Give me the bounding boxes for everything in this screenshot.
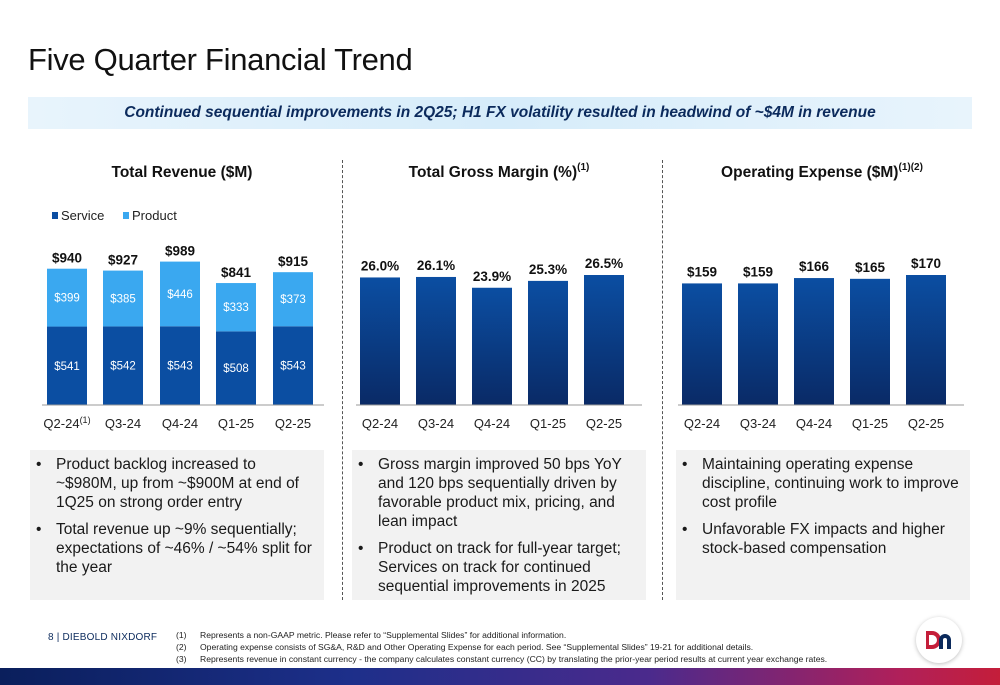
bar-product [273,272,313,327]
bar-product [160,261,200,327]
tick-label: Q4-24 [474,416,510,431]
bar [850,278,890,405]
data-label: 26.1% [417,258,455,273]
opex-title-sup: (1)(2) [898,162,923,173]
data-label: 23.9% [473,269,511,284]
opex-chart: $159 Q2-24 $159 Q3-24 $166 Q4-24 $165 Q1-25 $170… [678,256,964,431]
legend-swatch-product [123,212,129,219]
bar [682,283,722,405]
data-label-service: $543 [167,361,193,373]
headline-text: Continued sequential improvements in 2Q2… [124,104,876,121]
data-label-total: $915 [278,254,309,269]
bar-service [103,326,143,405]
chart-legend: Service Product [52,208,177,223]
data-label-service: $541 [54,361,80,373]
opex-bullet: Maintaining operating expense discipline… [682,455,962,512]
data-label-total: $927 [108,253,138,268]
data-label-product: $333 [223,302,249,314]
tick-label: Q4-24 [162,416,198,431]
bar-service [216,331,256,405]
data-label: $159 [743,264,773,279]
legend-swatch-service [52,212,58,219]
data-label-product: $399 [54,293,80,305]
headline-banner: Continued sequential improvements in 2Q2… [28,97,972,129]
tick-label: Q2-25 [586,416,622,431]
gross-margin-chart: 26.0% Q2-24 26.1% Q3-24 23.9% Q4-24 25.3% Q1-25… [356,256,642,431]
panel-divider-2 [662,160,663,600]
legend-label-service: Service [61,208,104,223]
bar [906,275,946,405]
bar-product [216,283,256,332]
opex-panel-title: Operating Expense ($M)(1)(2) [672,162,972,182]
bar [738,283,778,405]
tick-label: Q2-24(1) [43,415,90,431]
bar-service [160,326,200,405]
panel-divider-1 [342,160,343,600]
legend-label-product: Product [132,208,177,223]
revenue-bullet: Total revenue up ~9% sequentially; expec… [36,520,316,577]
data-label-service: $543 [280,361,306,373]
dn-logo-mark [926,631,951,649]
tick-label: Q2-24 [362,416,398,431]
page-number-footer: 8 | DIEBOLD NIXDORF [48,632,158,643]
diebold-nixdorf-logo-icon [916,617,962,663]
footnote-2: (2) Operating expense consists of SG&A, R… [176,642,754,652]
tick-label: Q3-24 [740,416,776,431]
revenue-title-text: Total Revenue ($M) [111,164,253,181]
data-label-product: $373 [280,294,306,306]
gross-margin-bullet: Product on track for full-year target; S… [358,539,638,596]
data-label: 25.3% [529,262,567,277]
page-title: Five Quarter Financial Trend [28,42,413,77]
tick-label: Q1-25 [218,416,254,431]
tick-label: Q4-24 [796,416,832,431]
data-label: 26.0% [361,258,399,273]
bar [528,280,568,405]
bar [472,287,512,405]
gross-margin-title-text: Total Gross Margin (%) [408,164,578,181]
tick-label: Q1-25 [852,416,888,431]
tick-label: Q1-25 [530,416,566,431]
data-label: $166 [799,259,830,274]
bar [794,278,834,405]
data-label-total: $989 [165,244,195,259]
data-label-product: $385 [110,293,136,305]
gross-margin-panel-title: Total Gross Margin (%)(1) [350,162,648,182]
footnote-3: (3) Represents revenue in constant curren… [176,654,828,664]
tick-label: Q2-25 [275,416,311,431]
bottom-brand-stripe [0,668,1000,685]
data-label: 26.5% [585,256,623,271]
revenue-chart: Service Product $541 $399 $940 Q2-24(1) $542 $3… [42,208,324,431]
opex-bullets: Maintaining operating expense discipline… [676,450,970,600]
tick-label: Q3-24 [418,416,454,431]
revenue-bullets: Product backlog increased to ~$980M, up … [30,450,324,600]
data-label-total: $841 [221,265,252,280]
gross-margin-bullet: Gross margin improved 50 bps YoY and 120… [358,455,638,531]
data-label-service: $508 [223,363,249,375]
bar [360,277,400,405]
data-label-product: $446 [167,289,193,301]
footnote-1: (1) Represents a non-GAAP metric. Please … [176,630,567,640]
bar-product [103,270,143,327]
bar-service [47,326,87,405]
opex-bullet: Unfavorable FX impacts and higher stock-… [682,520,962,558]
data-label-service: $542 [110,361,136,373]
bar [584,275,624,405]
revenue-panel-title: Total Revenue ($M) [28,164,336,182]
tick-label: Q2-25 [908,416,944,431]
tick-label-note: (1) [80,415,91,425]
gross-margin-bullets: Gross margin improved 50 bps YoY and 120… [352,450,646,600]
opex-title-text: Operating Expense ($M) [721,164,899,181]
tick-label: Q3-24 [105,416,141,431]
tick-label: Q2-24 [684,416,720,431]
data-label: $159 [687,264,717,279]
footnotes: (1) Represents a non-GAAP metric. Please … [176,629,827,665]
bar-product [47,268,87,327]
bar-service [273,326,313,405]
bar [416,276,456,405]
data-label: $170 [911,256,941,271]
revenue-bullet: Product backlog increased to ~$980M, up … [36,455,316,512]
gross-margin-title-sup: (1) [577,162,590,173]
data-label: $165 [855,260,886,275]
data-label-total: $940 [52,251,82,266]
